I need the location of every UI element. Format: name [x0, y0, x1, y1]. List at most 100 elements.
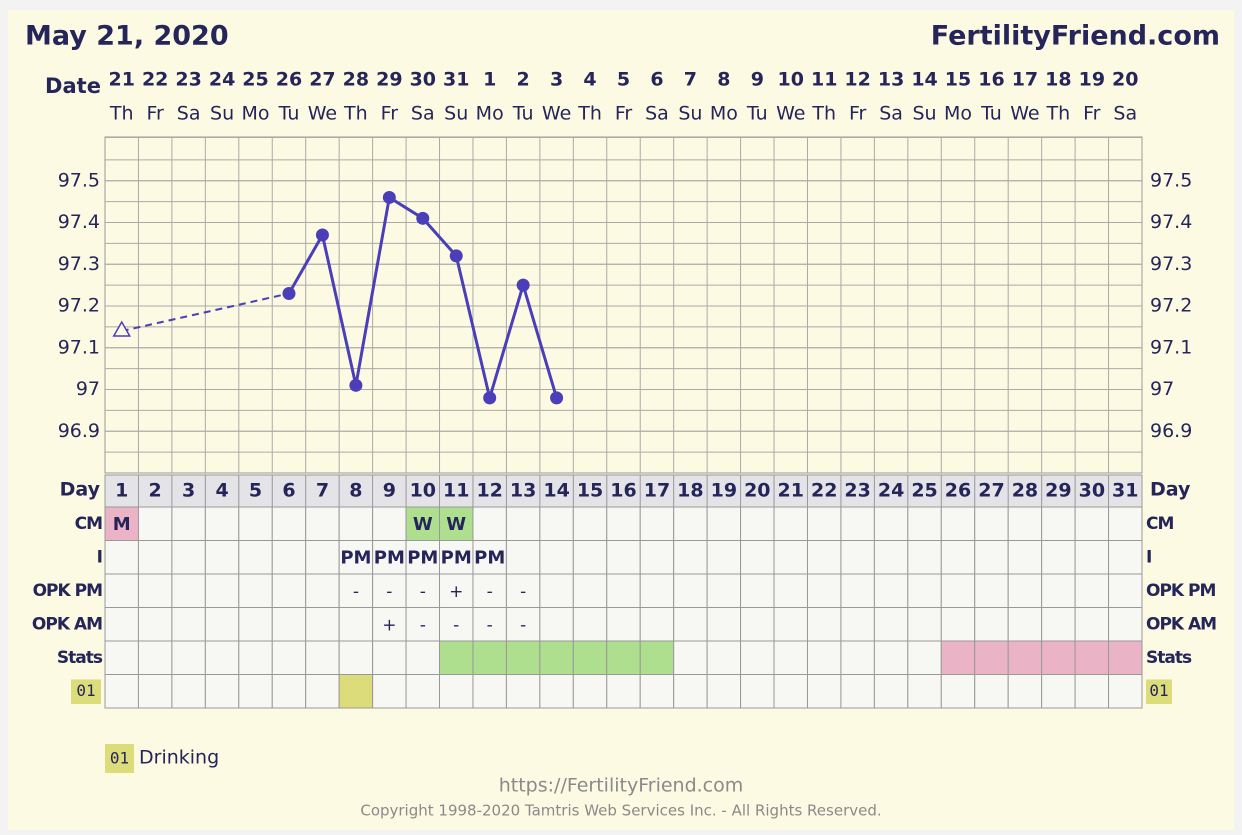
- table-cell: [305, 540, 340, 575]
- cycle-day: 15: [577, 480, 603, 502]
- cycle-day: 22: [811, 480, 837, 502]
- table-cell: [204, 540, 240, 575]
- table-cell: [238, 640, 273, 675]
- table-cell: [104, 607, 139, 642]
- table-cell: [572, 573, 608, 608]
- code-box: [71, 679, 101, 704]
- cell-text: -: [520, 615, 526, 635]
- table-cell: [740, 640, 775, 675]
- x-tick-label: 21: [108, 69, 134, 91]
- table-cell: [840, 674, 875, 709]
- table-cell: [606, 506, 641, 541]
- table-cell: [873, 607, 909, 642]
- table-cell: [840, 540, 875, 575]
- table-cell: [472, 607, 507, 642]
- plot-area: [104, 136, 1143, 474]
- x-tick-label: 13: [878, 69, 904, 91]
- table-cell: [171, 640, 206, 675]
- table-cell: [840, 640, 875, 675]
- weekday-label: Su: [444, 103, 468, 125]
- table-cell: [673, 640, 708, 675]
- x-tick-label: 8: [717, 69, 730, 91]
- x-tick-label: 20: [1112, 69, 1138, 91]
- day-label: Day: [60, 479, 101, 501]
- temperature-point: [483, 391, 497, 405]
- table-cell: [1074, 607, 1110, 642]
- table-cell: [706, 607, 742, 642]
- table-cell: [606, 640, 641, 675]
- cell-text: PM: [374, 547, 405, 568]
- cycle-day: 13: [510, 480, 536, 502]
- table-cell: [238, 674, 273, 709]
- table-cell: [806, 506, 842, 541]
- table-cell: [305, 607, 340, 642]
- table-cell: [806, 540, 842, 575]
- table-cell: [539, 607, 574, 642]
- weekday-label: Sa: [1113, 103, 1137, 125]
- table-cell: [1041, 573, 1076, 608]
- weekday-label: Fr: [615, 103, 633, 125]
- table-cell: [940, 540, 976, 575]
- cycle-day: 14: [543, 480, 569, 502]
- y-tick-label: 97.4: [58, 211, 100, 233]
- x-tick-label: 19: [1079, 69, 1105, 91]
- table-cell: [974, 506, 1009, 541]
- cycle-day: 6: [282, 480, 295, 502]
- table-cell: [104, 540, 139, 575]
- table-cell: [773, 607, 808, 642]
- weekday-label: Su: [678, 103, 702, 125]
- table-cell: [1007, 573, 1043, 608]
- table-cell: [372, 506, 407, 541]
- temperature-point: [349, 378, 363, 392]
- table-cell: [907, 607, 942, 642]
- cell-text: M: [113, 514, 131, 535]
- table-cell: [806, 573, 842, 608]
- cell-text: -: [520, 582, 526, 602]
- table-cell: [271, 506, 307, 541]
- table-cell: [539, 573, 574, 608]
- table-cell: [773, 674, 808, 709]
- y-tick-label: 97.2: [58, 295, 100, 317]
- table-cell: [706, 540, 742, 575]
- table-cell: [940, 640, 976, 675]
- weekday-label: Tu: [278, 103, 300, 125]
- table-cell: [338, 607, 374, 642]
- table-cell: [1041, 607, 1076, 642]
- cycle-day: 18: [677, 480, 703, 502]
- y-tick-label: 97.3: [58, 253, 100, 275]
- table-cell: [204, 506, 240, 541]
- weekday-label: Sa: [411, 103, 435, 125]
- weekday-label: Fr: [849, 103, 867, 125]
- table-cell: [104, 640, 139, 675]
- table-cell: [137, 573, 173, 608]
- table-cell: [405, 506, 441, 541]
- table-cell: [204, 640, 240, 675]
- x-tick-label: 18: [1045, 69, 1071, 91]
- table-cell: [806, 674, 842, 709]
- table-cell: [204, 607, 240, 642]
- table-cell: [305, 674, 340, 709]
- table-cell: [806, 640, 842, 675]
- table-cell: [1108, 573, 1143, 608]
- table-cell: [740, 540, 775, 575]
- table-cell: [505, 674, 541, 709]
- row-code-right: 01: [1149, 681, 1168, 700]
- weekday-label: Tu: [746, 103, 768, 125]
- weekday-label: Th: [577, 103, 602, 125]
- table-cell: [137, 607, 173, 642]
- row-code: 01: [76, 681, 95, 700]
- table-cell: [204, 573, 240, 608]
- table-cell: [907, 540, 942, 575]
- cycle-day: 3: [182, 480, 195, 502]
- x-tick-label: 22: [142, 69, 168, 91]
- y-tick-label-right: 97.1: [1150, 336, 1192, 358]
- table-cell: [706, 640, 742, 675]
- row-label: OPK PM: [33, 581, 102, 601]
- table-cell: [639, 674, 675, 709]
- table-cell: [472, 640, 507, 675]
- table-cell: [539, 674, 574, 709]
- cycle-day: 19: [711, 480, 737, 502]
- row-label: OPK AM: [32, 614, 102, 634]
- table-cell: [606, 573, 641, 608]
- table-cell: [1108, 640, 1143, 675]
